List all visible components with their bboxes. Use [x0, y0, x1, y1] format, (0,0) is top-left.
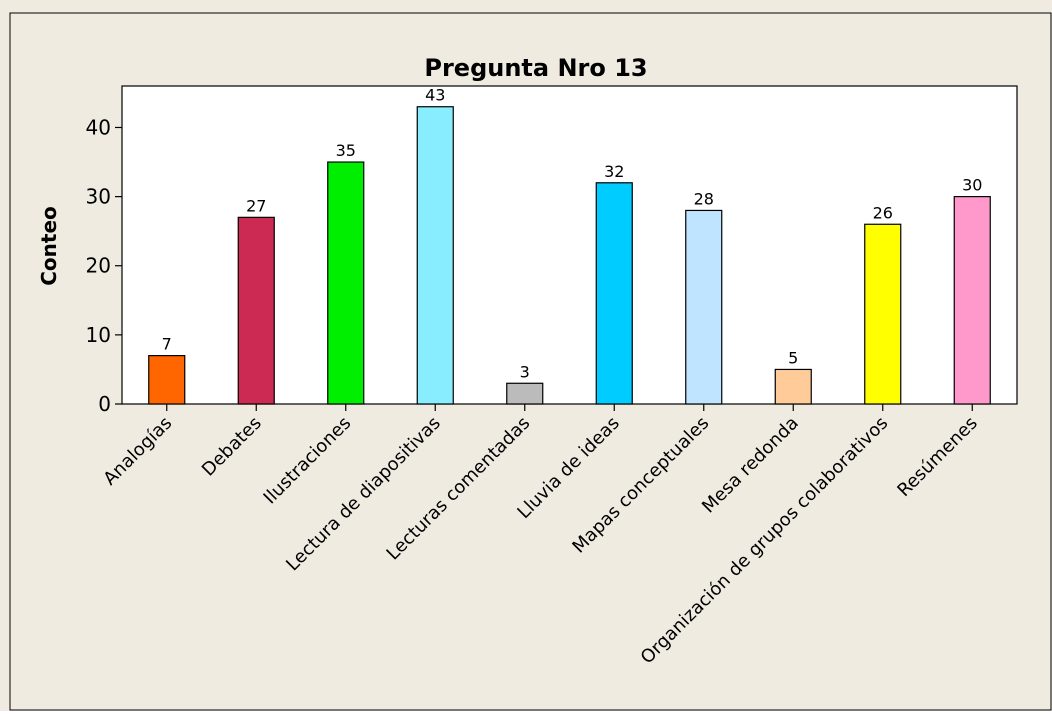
bar-value-label: 43	[425, 86, 445, 105]
bar	[237, 216, 275, 405]
bar	[506, 382, 544, 405]
bar-value-label: 27	[246, 196, 266, 215]
bar-value-label: 7	[162, 335, 172, 354]
y-tick-label: 20	[86, 254, 111, 278]
bar	[685, 209, 723, 405]
bar	[148, 355, 186, 405]
bar-value-label: 32	[604, 162, 624, 181]
chart-title: Pregunta Nro 13	[424, 54, 647, 82]
bar	[416, 106, 454, 405]
bars: 7 27 35 43 3 32 28 5 26 30	[148, 86, 991, 405]
bar	[595, 182, 633, 405]
chart-frame	[9, 12, 1052, 711]
bar	[953, 196, 991, 405]
bar-value-label: 3	[520, 362, 530, 381]
y-tick-label: 30	[86, 185, 111, 209]
y-axis: 0 10 20 30 40	[86, 115, 122, 416]
y-axis-label: Conteo	[37, 206, 61, 286]
bar	[327, 161, 365, 405]
y-tick-label: 0	[98, 392, 111, 416]
y-tick-label: 10	[86, 323, 111, 347]
bar-value-label: 5	[788, 348, 798, 367]
y-tick-label: 40	[86, 115, 111, 139]
bar-value-label: 26	[873, 203, 893, 222]
bar	[864, 223, 902, 405]
bar-value-label: 35	[336, 141, 356, 160]
bar-value-label: 28	[694, 189, 714, 208]
bar	[774, 368, 812, 405]
bar-value-label: 30	[962, 176, 982, 195]
